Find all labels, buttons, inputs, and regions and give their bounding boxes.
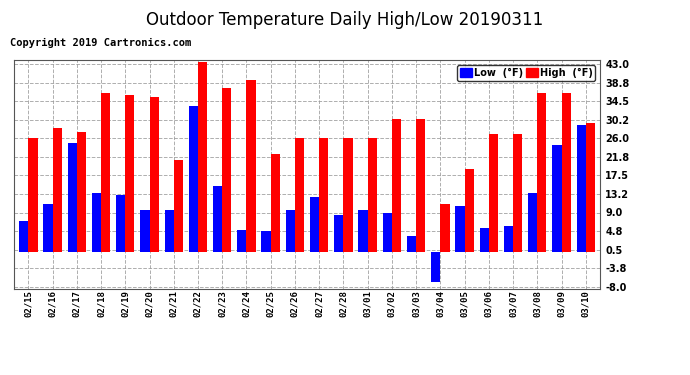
Text: Copyright 2019 Cartronics.com: Copyright 2019 Cartronics.com	[10, 38, 192, 48]
Bar	[504, 226, 513, 252]
Bar	[586, 123, 595, 252]
Bar	[464, 169, 474, 252]
Bar	[368, 138, 377, 252]
Bar	[77, 132, 86, 252]
Bar	[489, 134, 498, 252]
Bar	[310, 197, 319, 252]
Bar	[28, 138, 37, 252]
Bar	[116, 195, 126, 252]
Bar	[246, 80, 256, 252]
Bar	[43, 204, 52, 252]
Bar	[126, 95, 135, 252]
Bar	[480, 228, 489, 252]
Legend: Low  (°F), High  (°F): Low (°F), High (°F)	[457, 65, 595, 81]
Bar	[198, 62, 207, 252]
Bar	[577, 125, 586, 252]
Bar	[431, 252, 440, 282]
Bar	[150, 97, 159, 252]
Bar	[68, 143, 77, 252]
Bar	[286, 210, 295, 252]
Bar	[538, 93, 546, 252]
Bar	[392, 119, 401, 252]
Bar	[416, 119, 425, 252]
Bar	[552, 145, 562, 252]
Bar	[295, 138, 304, 252]
Bar	[383, 213, 392, 252]
Text: Outdoor Temperature Daily High/Low 20190311: Outdoor Temperature Daily High/Low 20190…	[146, 11, 544, 29]
Bar	[344, 138, 353, 252]
Bar	[140, 210, 150, 252]
Bar	[174, 160, 183, 252]
Bar	[189, 106, 198, 252]
Bar	[440, 204, 450, 252]
Bar	[52, 128, 62, 252]
Bar	[358, 210, 368, 252]
Bar	[164, 210, 174, 252]
Bar	[319, 138, 328, 252]
Bar	[213, 186, 222, 252]
Bar	[270, 154, 280, 252]
Bar	[334, 214, 344, 252]
Bar	[101, 93, 110, 252]
Bar	[237, 230, 246, 252]
Bar	[262, 231, 270, 252]
Bar	[455, 206, 464, 252]
Bar	[222, 88, 231, 252]
Bar	[513, 134, 522, 252]
Bar	[562, 93, 571, 252]
Bar	[92, 193, 101, 252]
Bar	[528, 193, 538, 252]
Bar	[407, 237, 416, 252]
Bar	[19, 221, 28, 252]
